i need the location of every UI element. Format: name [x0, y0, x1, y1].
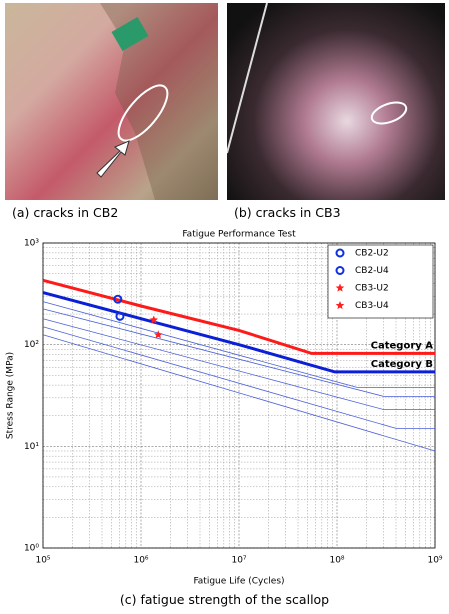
y-tick-label: 10¹: [24, 442, 39, 452]
caption-a: (a) cracks in CB2: [12, 205, 119, 220]
crack-ring: [370, 101, 408, 125]
sn-curve: [42, 334, 436, 452]
legend-label: CB2-U4: [355, 266, 389, 276]
plot-frame: [42, 242, 436, 549]
sn-curve: [42, 301, 435, 388]
sn-curve: [42, 308, 435, 397]
sn-curve: [42, 291, 435, 374]
y-tick-label: 10⁰: [24, 544, 39, 554]
photo-cb3: [227, 3, 445, 200]
sn-curve: [42, 326, 435, 429]
legend-label: CB3-U2: [355, 284, 389, 294]
data-point: [154, 330, 163, 339]
chart-title: Fatigue Performance Test: [182, 230, 296, 240]
legend-marker: [335, 266, 345, 275]
photo-cb2: [5, 3, 218, 200]
photo-overlay: [96, 3, 218, 200]
caption-c: (c) fatigue strength of the scallop: [119, 592, 330, 607]
x-tick-label: 10⁶: [133, 556, 148, 566]
legend-box: [327, 244, 434, 319]
x-tick-label: 10⁷: [231, 556, 246, 566]
data-point: [115, 311, 125, 321]
legend-label: CB2-U2: [355, 249, 389, 259]
arrow: [96, 140, 130, 178]
crack-ring: [117, 84, 169, 142]
sn-curve: [42, 278, 435, 355]
y-axis-label: Stress Range (MPa): [6, 352, 16, 439]
data-point: [149, 315, 159, 324]
x-axis-label: Fatigue Life (Cycles): [193, 577, 284, 587]
chart: Fatigue Performance Test 10⁵ 10⁶ 10⁷ 10⁸ 10⁹…: [6, 230, 443, 587]
shadow: [100, 3, 218, 200]
sn-curve: [42, 318, 435, 410]
y-tick-label: 10²: [24, 340, 39, 350]
y-tick-label: 10³: [24, 239, 39, 249]
legend-marker: [335, 283, 345, 292]
curve-label: Category B: [371, 359, 433, 370]
legend-marker: [335, 248, 345, 258]
legend-marker: [335, 301, 345, 310]
edge: [227, 3, 268, 154]
gauge: [111, 16, 149, 52]
x-tick-label: 10⁹: [427, 556, 442, 566]
curve-label: Category A: [371, 340, 434, 351]
legend-label: CB3-U4: [355, 301, 389, 311]
caption-b: (b) cracks in CB3: [234, 205, 341, 220]
data-point: [113, 294, 123, 304]
x-tick-label: 10⁸: [329, 556, 344, 566]
x-tick-label: 10⁵: [35, 556, 50, 566]
photo-overlay: [227, 3, 408, 154]
